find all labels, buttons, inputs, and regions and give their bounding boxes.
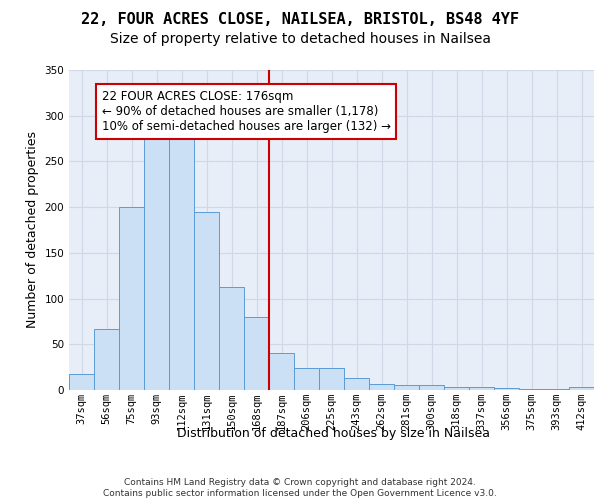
- Bar: [494, 388, 519, 390]
- Bar: [544, 389, 569, 390]
- Bar: [319, 368, 344, 390]
- Bar: [94, 328, 119, 390]
- Text: 22 FOUR ACRES CLOSE: 176sqm
← 90% of detached houses are smaller (1,178)
10% of : 22 FOUR ACRES CLOSE: 176sqm ← 90% of det…: [101, 90, 391, 133]
- Bar: [69, 374, 94, 390]
- Bar: [169, 134, 194, 390]
- Bar: [219, 286, 244, 390]
- Bar: [294, 368, 319, 390]
- Text: Size of property relative to detached houses in Nailsea: Size of property relative to detached ho…: [110, 32, 491, 46]
- Bar: [519, 389, 544, 390]
- Bar: [144, 134, 169, 390]
- Bar: [119, 207, 144, 390]
- Text: Contains HM Land Registry data © Crown copyright and database right 2024.
Contai: Contains HM Land Registry data © Crown c…: [103, 478, 497, 498]
- Bar: [419, 386, 444, 390]
- Text: Distribution of detached houses by size in Nailsea: Distribution of detached houses by size …: [176, 428, 490, 440]
- Bar: [344, 378, 369, 390]
- Bar: [394, 386, 419, 390]
- Bar: [444, 388, 469, 390]
- Bar: [569, 388, 594, 390]
- Y-axis label: Number of detached properties: Number of detached properties: [26, 132, 39, 328]
- Bar: [194, 212, 219, 390]
- Bar: [469, 388, 494, 390]
- Bar: [369, 384, 394, 390]
- Text: 22, FOUR ACRES CLOSE, NAILSEA, BRISTOL, BS48 4YF: 22, FOUR ACRES CLOSE, NAILSEA, BRISTOL, …: [81, 12, 519, 28]
- Bar: [244, 317, 269, 390]
- Bar: [269, 354, 294, 390]
